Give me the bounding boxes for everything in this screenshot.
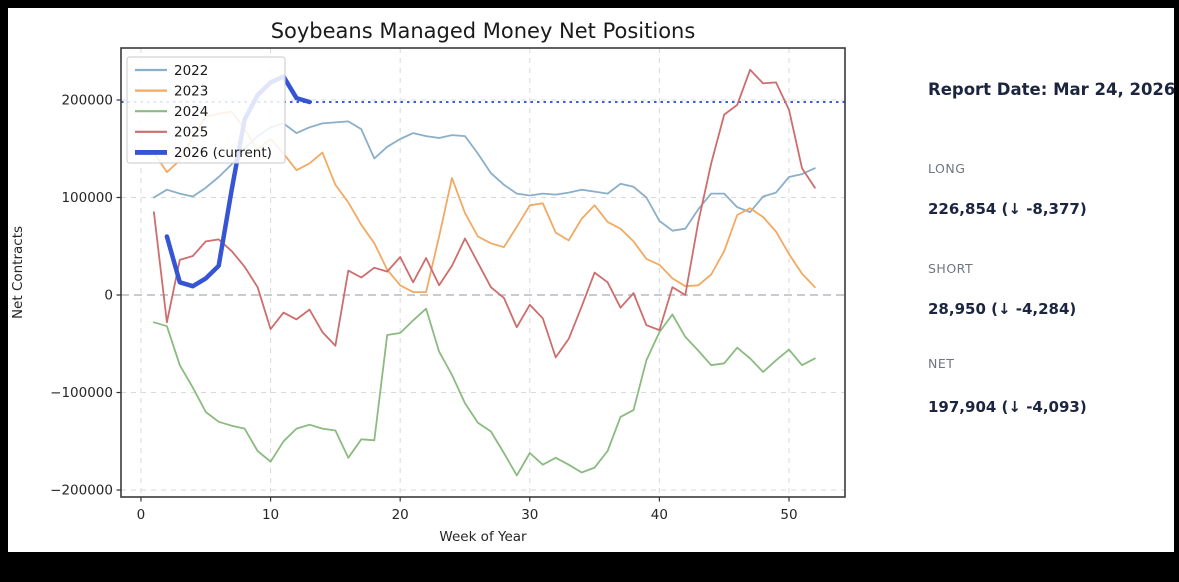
y-tick-label: 100000 — [61, 190, 113, 206]
plot-border — [120, 47, 846, 498]
x-axis-label: Week of Year — [439, 529, 527, 545]
chart-legend: 2022 2023 2024 2025 2026 (current) — [126, 56, 286, 164]
legend-item-2022: 2022 — [135, 63, 208, 79]
y-tick-label: −100000 — [50, 385, 113, 401]
chart-ticks: 0 10 20 30 40 50 200000 100000 0 −100000 −200000 — [50, 92, 797, 523]
y-tick-label: 200000 — [61, 92, 113, 108]
report-card: 0 10 20 30 40 50 200000 100000 0 −100000 −200000 So… — [8, 8, 1176, 552]
long-value: 226,854 (↓ -8,377) — [928, 200, 1087, 218]
x-tick-label: 50 — [780, 507, 797, 523]
net-positions-chart: 0 10 20 30 40 50 200000 100000 0 −100000 −200000 So… — [10, 19, 846, 545]
chart-title: Soybeans Managed Money Net Positions — [271, 19, 696, 43]
x-tick-label: 40 — [651, 507, 668, 523]
stats-sidebar: Report Date: Mar 24, 2026 LONG 226,854 (… — [928, 8, 1176, 552]
legend-item-2024: 2024 — [135, 104, 208, 120]
legend-label: 2026 (current) — [174, 145, 272, 161]
short-label: SHORT — [928, 261, 974, 276]
x-tick-label: 30 — [521, 507, 538, 523]
legend-item-2023: 2023 — [135, 83, 208, 99]
long-label: LONG — [928, 161, 966, 176]
legend-item-2025: 2025 — [135, 125, 208, 141]
legend-label: 2023 — [174, 83, 208, 99]
legend-label: 2024 — [174, 104, 208, 120]
x-tick-label: 10 — [262, 507, 279, 523]
net-value: 197,904 (↓ -4,093) — [928, 398, 1087, 416]
net-label: NET — [928, 356, 955, 371]
legend-item-2026-current-: 2026 (current) — [135, 145, 272, 161]
y-tick-label: 0 — [104, 288, 113, 304]
legend-box — [126, 56, 286, 164]
y-tick-label: −200000 — [50, 483, 113, 499]
legend-label: 2022 — [174, 63, 208, 79]
y-axis-label: Net Contracts — [10, 226, 26, 319]
report-date: Report Date: Mar 24, 2026 — [928, 80, 1176, 99]
series-line-2024 — [152, 307, 816, 477]
x-tick-label: 0 — [137, 507, 146, 523]
series-line-2025 — [152, 68, 816, 359]
short-value: 28,950 (↓ -4,284) — [928, 300, 1077, 318]
legend-label: 2025 — [174, 125, 208, 141]
x-tick-label: 20 — [392, 507, 409, 523]
